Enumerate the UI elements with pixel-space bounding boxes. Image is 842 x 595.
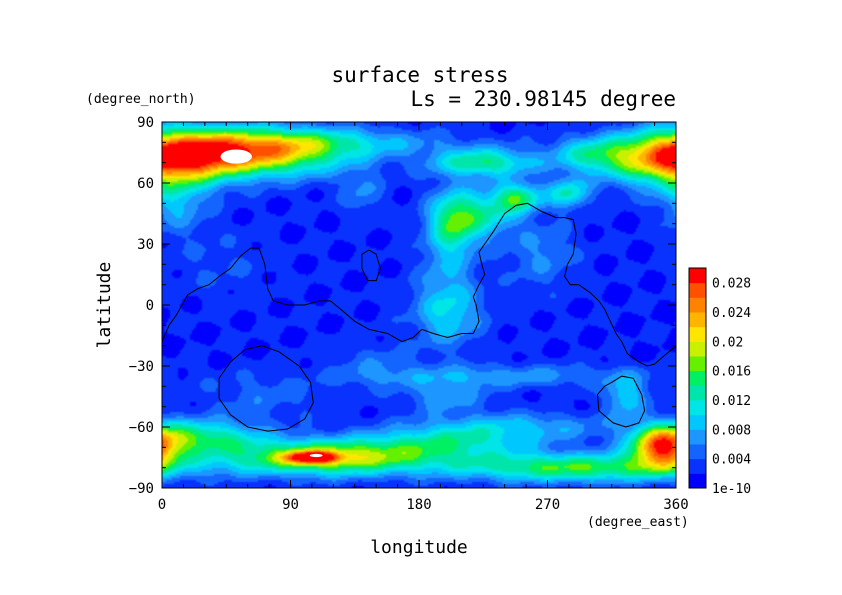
saturated-areas — [220, 149, 323, 458]
colorbar-tick-label: 0.028 — [712, 277, 751, 292]
colorbar-tick-label: 0.008 — [712, 423, 751, 438]
y-tick-label: 60 — [137, 176, 154, 192]
colorbar-level-7 — [689, 370, 706, 386]
saturated-area-0 — [220, 149, 252, 164]
y-tick-label: −60 — [129, 420, 154, 436]
colorbar-tick-label: 0.02 — [712, 335, 743, 350]
x-tick-label: 90 — [282, 497, 299, 513]
topography-contours — [161, 202, 677, 432]
colorbar-level-6 — [689, 385, 706, 401]
colorbar-level-11 — [689, 312, 706, 328]
y-tick-label: 30 — [137, 237, 154, 253]
colorbar-tick-label: 1e-10 — [712, 482, 751, 497]
x-axis-label: longitude — [370, 537, 468, 558]
colorbar-frame — [688, 267, 707, 489]
colorbar-level-5 — [689, 400, 706, 416]
colorbar-level-14 — [689, 268, 706, 284]
y-tick-label: 90 — [137, 115, 154, 131]
colorbar-tick-label: 0.004 — [712, 453, 751, 468]
y-tick-label: −90 — [129, 481, 154, 497]
colorbar-tick-label: 0.016 — [712, 365, 751, 380]
colorbar-level-13 — [689, 282, 706, 298]
colorbar-level-2 — [689, 444, 706, 460]
contour-line-0 — [161, 202, 677, 367]
contour-line-3 — [596, 375, 646, 428]
colorbar: 1e-10 0.004 0.008 0.012 0.016 0.02 0.024 0.028 — [688, 267, 751, 497]
chart-subtitle: Ls = 230.98145 degree — [410, 87, 676, 111]
heatmap-plot — [161, 121, 677, 489]
colorbar-level-8 — [689, 356, 706, 372]
colorbar-level-4 — [689, 414, 706, 430]
colorbar-level-1 — [689, 458, 706, 474]
x-tick-label: 0 — [158, 497, 166, 513]
y-tick-label: 0 — [146, 298, 154, 314]
contour-line-1 — [361, 249, 381, 282]
colorbar-level-3 — [689, 429, 706, 445]
x-tick-label: 270 — [535, 497, 560, 513]
colorbar-level-0 — [689, 473, 706, 489]
chart-title: surface stress — [331, 63, 508, 87]
y-tick-label: −30 — [129, 359, 154, 375]
y-units: (degree_north) — [86, 92, 196, 107]
heatmap-field — [162, 122, 676, 488]
colorbar-level-12 — [689, 297, 706, 313]
x-units: (degree_east) — [587, 515, 689, 530]
saturated-area-1 — [309, 453, 323, 458]
colorbar-tick-label: 0.024 — [712, 306, 751, 321]
x-tick-label: 360 — [663, 497, 688, 513]
colorbar-level-9 — [689, 341, 706, 357]
colorbar-tick-label: 0.012 — [712, 394, 751, 409]
x-axis: 0 90 180 270 360 — [158, 122, 689, 513]
colorbar-level-10 — [689, 326, 706, 342]
contour-line-2 — [218, 345, 314, 432]
y-axis: 90 60 30 0 −30 −60 −90 — [129, 115, 676, 497]
x-tick-label: 180 — [406, 497, 431, 513]
y-axis-label: latitude — [94, 262, 115, 349]
